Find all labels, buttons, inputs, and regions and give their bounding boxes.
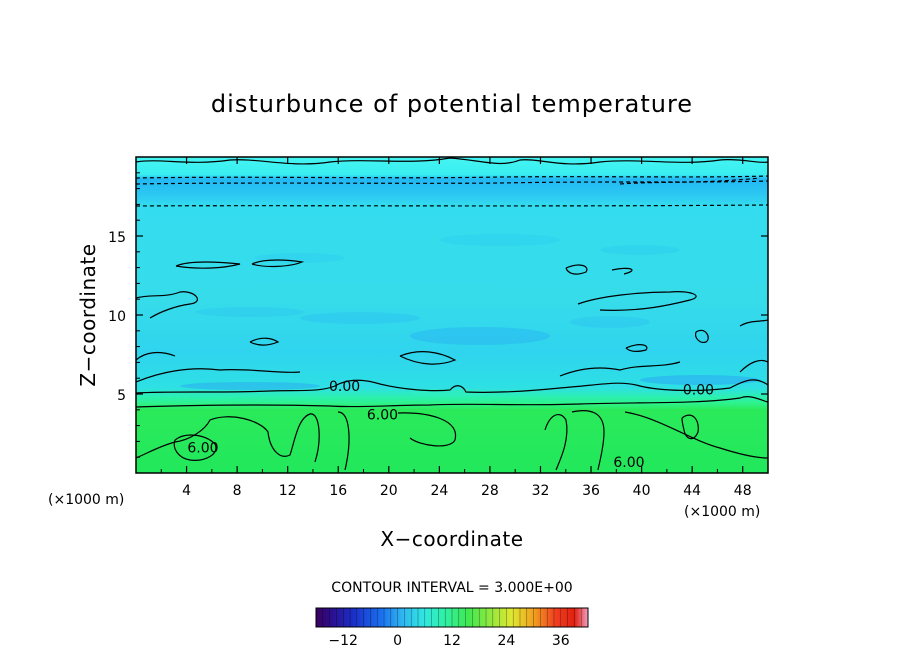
- x-tick-label: 40: [633, 483, 651, 499]
- x-unit-label-left: (×1000 m): [48, 492, 124, 508]
- colorbar-ticks: −12 0 12 24 36: [328, 633, 569, 649]
- x-tick-label: 16: [329, 483, 347, 499]
- y-tick-label: 5: [117, 388, 126, 404]
- colorbar-tick-label: −12: [328, 633, 358, 649]
- colorbar-tick-label: 12: [443, 633, 461, 649]
- contour-label: 6.00: [187, 441, 218, 457]
- x-tick-label: 36: [582, 483, 600, 499]
- colorbar-tick-label: 36: [552, 633, 570, 649]
- colorbar-divisions: [322, 608, 582, 627]
- field-patches: [180, 234, 760, 397]
- colorbar-tick-label: 24: [497, 633, 515, 649]
- field-background: [136, 157, 768, 473]
- colorbar-frame: [315, 607, 589, 628]
- contour-interval-text: CONTOUR INTERVAL = 3.000E+00: [331, 580, 572, 596]
- y-axis-ticks: 5 10 15: [108, 172, 768, 458]
- x-tick-label: 44: [683, 483, 701, 499]
- contour-label: 6.00: [613, 455, 644, 471]
- x-tick-label: 8: [233, 483, 242, 499]
- y-tick-label: 15: [108, 230, 126, 246]
- y-axis-label: Z−coordinate: [76, 243, 100, 386]
- y-tick-label: 10: [108, 309, 126, 325]
- contour-lines: [136, 157, 768, 471]
- x-tick-label: 48: [734, 483, 752, 499]
- contour-label: 0.00: [683, 382, 714, 398]
- plot-area: 0.00 0.006.006.006.00 4 8 12 16 20 24 28 32 36 40 4…: [108, 156, 769, 499]
- x-axis-ticks: 4 8 12 16 20 24 28 32 36 40 44 48: [160, 157, 752, 499]
- x-tick-label: 24: [430, 483, 448, 499]
- colorbar-tick-label: 0: [393, 633, 402, 649]
- x-tick-label: 32: [532, 483, 550, 499]
- x-tick-label: 28: [481, 483, 499, 499]
- x-axis-label: X−coordinate: [380, 527, 523, 551]
- contour-label-layer: 0.00 0.00 6.00 6.00 6.00: [187, 379, 714, 471]
- x-unit-label-right: (×1000 m): [684, 504, 760, 520]
- x-tick-label: 20: [380, 483, 398, 499]
- contour-label: 6.00: [367, 408, 398, 424]
- contour-label: 0.00: [329, 379, 360, 395]
- chart-title: disturbunce of potential temperature: [211, 90, 693, 118]
- colorbar: −12 0 12 24 36: [315, 607, 589, 649]
- x-tick-label: 12: [279, 483, 297, 499]
- x-tick-label: 4: [182, 483, 191, 499]
